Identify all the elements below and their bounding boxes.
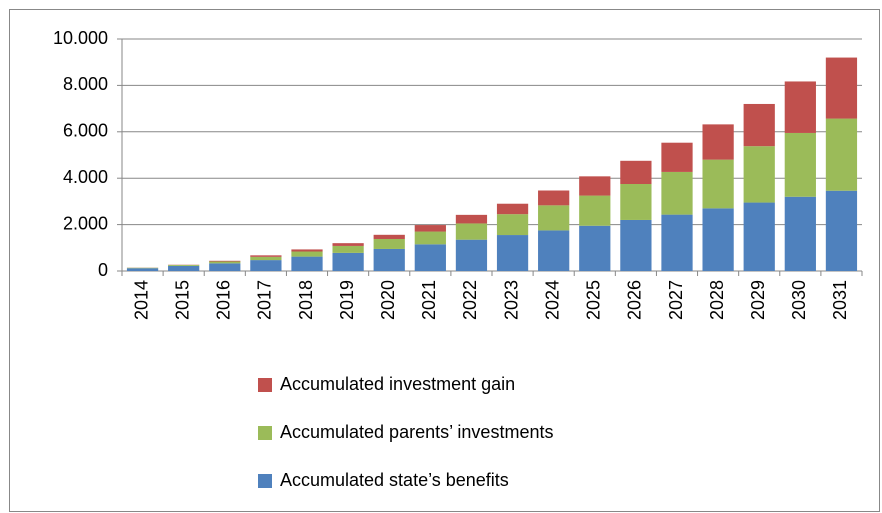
- bar-segment: [620, 160, 652, 184]
- bar-segment: [620, 184, 652, 220]
- bar-segment: [538, 230, 570, 271]
- x-tick-label: 2024: [542, 280, 562, 320]
- x-tick-label: 2018: [296, 280, 316, 320]
- bar-segment: [825, 118, 858, 191]
- legend-swatch: [258, 426, 272, 440]
- bar-segment: [579, 176, 611, 196]
- bar-segment: [538, 205, 570, 231]
- x-tick-label: 2029: [748, 280, 768, 320]
- x-tick-label: 2027: [666, 280, 686, 320]
- legend-label: Accumulated investment gain: [280, 374, 515, 394]
- bar-segment: [496, 235, 529, 271]
- bar-segment: [414, 231, 446, 245]
- x-tick-label: 2020: [378, 280, 398, 320]
- bar-segment: [661, 142, 693, 172]
- bar-segment: [455, 239, 488, 271]
- x-tick-label: 2019: [337, 280, 357, 320]
- bar-segment: [414, 244, 446, 271]
- bar-segment: [455, 223, 488, 240]
- bar-segment: [496, 214, 529, 236]
- y-tick-label: 6.000: [63, 121, 108, 141]
- y-tick-label: 8.000: [63, 74, 108, 94]
- x-tick-label: 2023: [501, 280, 521, 320]
- bar-segment: [538, 190, 570, 206]
- x-tick-label: 2026: [625, 280, 645, 320]
- bar-segment: [825, 190, 858, 271]
- legend-swatch: [258, 474, 272, 488]
- bar-segment: [784, 81, 816, 133]
- x-tick-label: 2031: [830, 280, 850, 320]
- bar-segment: [661, 214, 693, 271]
- bar-segment: [743, 103, 775, 147]
- legend-label: Accumulated parents’ investments: [280, 422, 553, 442]
- bar-segment: [702, 159, 734, 209]
- x-tick-label: 2025: [584, 280, 604, 320]
- bar-segment: [332, 243, 364, 246]
- bar-segment: [784, 196, 816, 271]
- bar-segment: [126, 268, 159, 271]
- bar-segment: [250, 260, 282, 271]
- bar-segment: [250, 256, 282, 261]
- x-tick-label: 2017: [255, 280, 275, 320]
- bar-segment: [373, 234, 405, 239]
- bar-segment: [702, 208, 734, 271]
- bar-segment: [209, 263, 241, 271]
- bar-segment: [661, 171, 693, 215]
- bar-segment: [414, 225, 446, 232]
- y-tick-label: 4.000: [63, 167, 108, 187]
- bar-segment: [209, 261, 241, 264]
- bar-segment: [332, 245, 364, 253]
- bar-segment: [784, 132, 816, 197]
- bar-segment: [579, 225, 611, 271]
- bar-segment: [455, 214, 488, 224]
- bar-segment: [291, 251, 323, 257]
- bar-segment: [620, 219, 652, 271]
- bar-segment: [332, 252, 364, 271]
- bar-segment: [702, 124, 734, 160]
- x-tick-label: 2022: [460, 280, 480, 320]
- x-tick-label: 2030: [789, 280, 809, 320]
- y-tick-label: 0: [98, 260, 108, 280]
- legend-swatch: [258, 378, 272, 392]
- bar-segment: [291, 249, 323, 252]
- bar-segment: [579, 195, 611, 226]
- bar-segment: [825, 57, 858, 119]
- bar-segment: [496, 203, 529, 215]
- y-tick-label: 10.000: [53, 28, 108, 48]
- bar-segment: [168, 264, 200, 266]
- bar-segment: [743, 146, 775, 203]
- bar-segment: [743, 202, 775, 271]
- legend-label: Accumulated state’s benefits: [280, 470, 509, 490]
- x-tick-label: 2016: [214, 280, 234, 320]
- y-tick-label: 2.000: [63, 213, 108, 233]
- bar-segment: [168, 265, 200, 271]
- bar-segment: [250, 255, 282, 257]
- bar-segment: [373, 248, 405, 271]
- x-tick-label: 2021: [419, 280, 439, 320]
- x-tick-label: 2028: [707, 280, 727, 320]
- x-tick-label: 2015: [172, 280, 192, 320]
- bar-segment: [373, 238, 405, 249]
- x-tick-label: 2014: [131, 280, 151, 320]
- bar-segment: [291, 256, 323, 271]
- bar-segment: [209, 260, 241, 262]
